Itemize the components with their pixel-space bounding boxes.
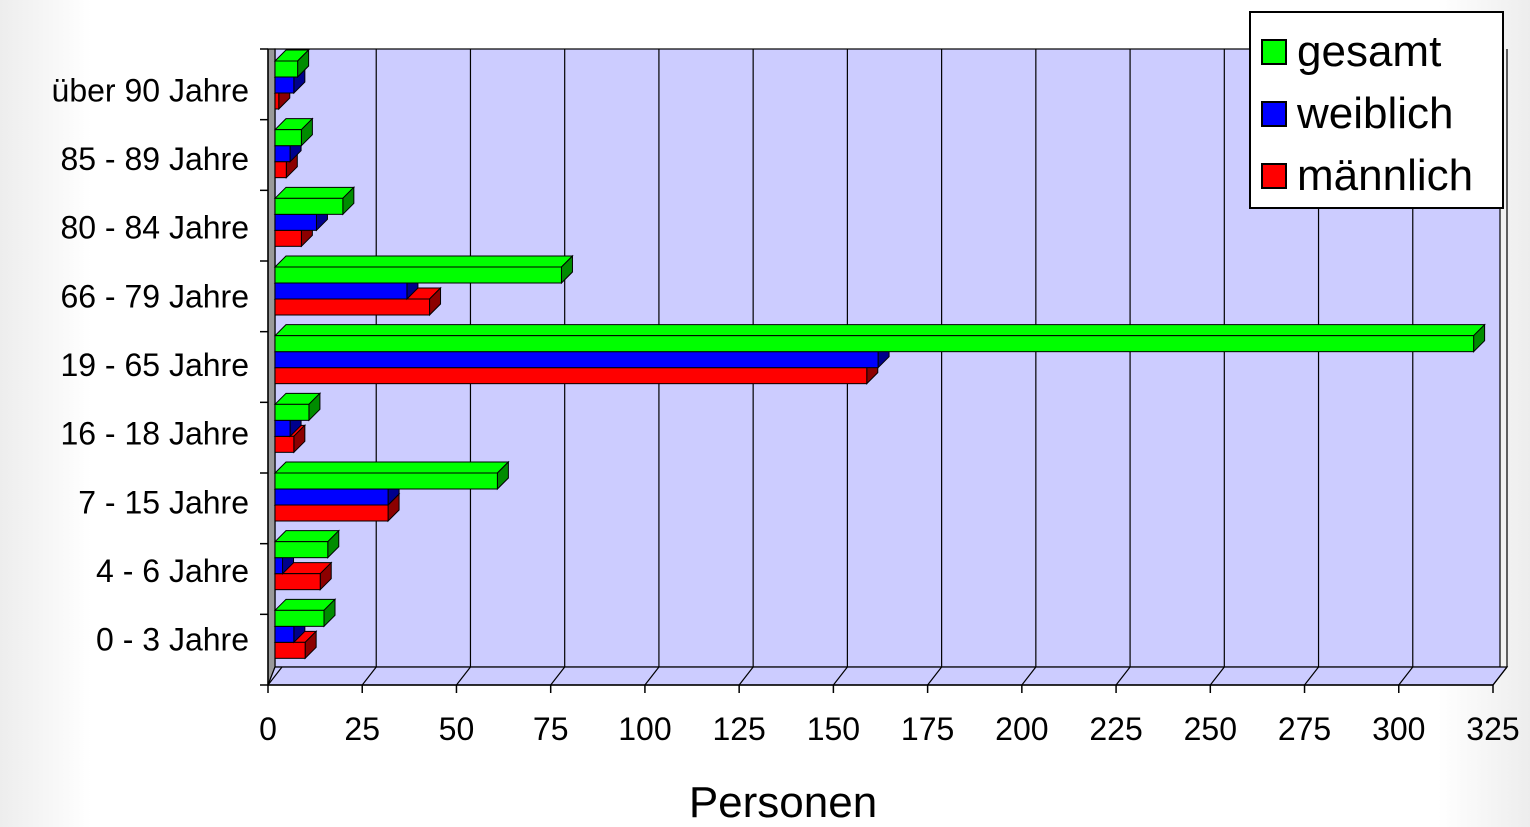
bar-front-face — [274, 403, 310, 421]
floor — [267, 666, 1509, 686]
x-tick-label: 225 — [1089, 711, 1142, 747]
legend: gesamt weiblich männlich — [1249, 11, 1504, 209]
bar-gesamt — [273, 254, 574, 285]
bar-front-face — [274, 504, 389, 522]
legend-item: gesamt — [1261, 21, 1502, 83]
bar-front-face — [274, 419, 291, 437]
bar-gesamt — [273, 460, 510, 491]
legend-swatch — [1261, 163, 1287, 189]
bar-front-face — [274, 229, 302, 247]
legend-label: männlich — [1297, 151, 1474, 200]
x-tick-label: 175 — [901, 711, 954, 747]
bar-front-face — [274, 266, 562, 284]
bar-front-face — [274, 161, 287, 179]
floor-gridline — [455, 666, 471, 686]
tick-labels: 0 25 50 75 100 125 150 175 200 225 250 275 300 325 0 -… — [52, 72, 1520, 747]
y-tick-label: 4 - 6 Jahre — [96, 553, 249, 589]
floor-gridline — [1492, 666, 1508, 686]
bar-gesamt — [273, 598, 337, 628]
bar-gesamt — [273, 117, 314, 147]
bar-front-face — [274, 641, 306, 659]
x-tick-label: 100 — [618, 711, 671, 747]
floor-gridline — [1304, 666, 1320, 686]
bar-front-face — [274, 282, 408, 300]
floor-gridline — [1209, 666, 1225, 686]
bar-front-face — [274, 60, 299, 78]
floor-gridline — [1398, 666, 1414, 686]
bar-front-face — [274, 488, 389, 506]
y-tick-label: 66 - 79 Jahre — [60, 278, 249, 314]
x-tick-label: 75 — [533, 711, 569, 747]
bar-front-face — [274, 609, 325, 627]
floor-gridline — [644, 666, 660, 686]
floor-gridline — [738, 666, 754, 686]
x-tick-label: 25 — [344, 711, 380, 747]
bar-top-face — [273, 324, 1486, 337]
floor-gridline — [1115, 666, 1131, 686]
floor-gridline — [361, 666, 377, 686]
legend-label: weiblich — [1297, 89, 1454, 138]
bar-front-face — [274, 145, 291, 163]
y-tick-label: 7 - 15 Jahre — [78, 484, 249, 520]
x-tick-label: 325 — [1466, 711, 1519, 747]
bar-front-face — [274, 472, 498, 490]
x-tick-label: 150 — [807, 711, 860, 747]
bar-front-face — [274, 335, 1475, 353]
side-wall — [267, 48, 276, 686]
floor-gridline — [927, 666, 943, 686]
bar-front-face — [274, 435, 295, 453]
bar-front-face — [274, 541, 329, 559]
legend-label: gesamt — [1297, 27, 1442, 76]
legend-swatch — [1261, 101, 1287, 127]
bar-gesamt — [273, 529, 340, 559]
bar-front-face — [274, 76, 295, 94]
x-tick-label: 0 — [259, 711, 277, 747]
bar-front-face — [274, 625, 295, 643]
y-tick-label: 16 - 18 Jahre — [60, 416, 249, 452]
legend-item: weiblich — [1261, 83, 1502, 145]
legend-swatch — [1261, 39, 1287, 65]
floor-gridline — [832, 666, 848, 686]
x-tick-label: 250 — [1184, 711, 1237, 747]
y-tick-label: 19 - 65 Jahre — [60, 347, 249, 383]
bars — [273, 48, 1486, 660]
x-tick-label: 50 — [439, 711, 475, 747]
bar-front-face — [274, 129, 302, 147]
bar-top-face — [273, 461, 510, 474]
x-tick-label: 200 — [995, 711, 1048, 747]
x-tick-label: 125 — [712, 711, 765, 747]
x-tick-label: 300 — [1372, 711, 1425, 747]
bar-front-face — [274, 197, 344, 215]
bar-front-face — [274, 351, 879, 369]
floor-gridline — [550, 666, 566, 686]
y-tick-label: über 90 Jahre — [52, 72, 249, 108]
y-tick-label: 85 - 89 Jahre — [60, 141, 249, 177]
legend-item: männlich — [1261, 145, 1502, 207]
x-tick-label: 275 — [1278, 711, 1331, 747]
y-tick-label: 0 - 3 Jahre — [96, 622, 249, 658]
bar-front-face — [274, 298, 431, 316]
bar-gesamt — [273, 48, 310, 79]
bar-front-face — [274, 367, 868, 385]
floor-gridline — [267, 666, 283, 686]
bar-gesamt — [273, 323, 1486, 353]
floor-gridline — [1021, 666, 1037, 686]
bar-front-face — [274, 213, 317, 231]
bar-gesamt — [273, 392, 322, 422]
axes — [267, 49, 1493, 686]
x-axis-title: Personen — [689, 778, 877, 827]
bar-front-face — [274, 557, 284, 575]
bar-top-face — [273, 255, 574, 268]
bar-front-face — [274, 573, 321, 591]
y-tick-label: 80 - 84 Jahre — [60, 210, 249, 246]
bar-gesamt — [273, 186, 356, 216]
bar-top-face — [273, 186, 356, 199]
bar-front-face — [274, 92, 280, 110]
